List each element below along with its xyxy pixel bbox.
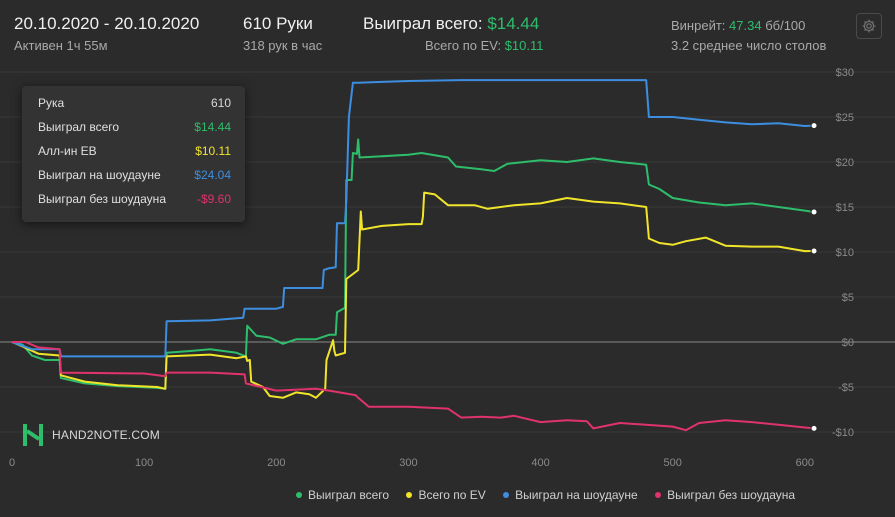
won-total-label: Выиграл всего: [363,14,483,33]
ev-total-label: Всего по EV: [425,38,502,53]
winrate: Винрейт: 47.34 бб/100 [671,18,805,33]
tooltip-label: Алл-ин EB [38,144,97,158]
tooltip-value: $24.04 [194,168,231,182]
won-total-value: $14.44 [487,14,540,33]
y-tick-label: $5 [842,292,854,304]
tooltip-value: 610 [210,96,231,110]
ev-total-value: $10.11 [504,38,544,53]
y-tick-label: $15 [836,202,854,214]
y-tick-label: $10 [836,247,854,259]
legend-label: Всего по EV [418,488,486,502]
legend-item-non-showdown[interactable]: Выиграл без шоудауна [655,488,795,502]
series-end-point [810,208,818,216]
legend-dot [296,491,302,498]
tooltip-value: $10.11 [195,144,231,158]
legend-label: Выиграл без шоудауна [667,488,796,502]
tooltip-label: Рука [38,96,65,110]
x-tick-label: 300 [399,457,417,469]
active-time: Активен 1ч 55м [14,38,108,53]
series-line-non-showdown [12,341,815,432]
x-tick-label: 600 [796,457,814,469]
legend-dot [406,491,413,498]
tooltip-row-hand: Рука 610 [38,96,231,112]
series-end-point [810,424,818,432]
tooltip-label: Выиграл всего [38,120,120,134]
tooltip-row-allin-ev: Алл-ин EB $10.11 [38,144,231,160]
y-tick-label: $0 [842,337,854,349]
legend-label: Выиграл всего [308,488,390,502]
tooltip-row-won-total: Выиграл всего $14.44 [38,120,231,136]
y-tick-label: $25 [836,112,854,124]
won-total: Выиграл всего: $14.44 [363,14,539,34]
x-tick-label: 400 [531,457,549,469]
date-range: 20.10.2020 - 20.10.2020 [14,14,200,33]
winrate-value: 47.34 [729,18,762,33]
series-end-point [810,122,818,130]
tooltip-row-non-showdown: Выиграл без шоудауна -$9.60 [38,192,231,208]
winrate-label: Винрейт: [671,18,726,33]
settings-button[interactable] [856,13,882,39]
y-tick-label: $30 [836,67,854,79]
legend-item-showdown[interactable]: Выиграл на шоудауне [503,488,638,502]
tooltip-label: Выиграл без шоудауна [38,192,166,206]
legend-dot [655,491,662,498]
y-tick-label: $20 [836,157,854,169]
gear-icon [862,19,876,33]
hands-count: 610 Руки [243,14,313,33]
ev-total: Всего по EV: $10.11 [425,38,543,53]
y-tick-label: -$5 [838,382,854,394]
x-tick-label: 500 [663,457,681,469]
x-tick-label: 0 [9,457,15,469]
legend-item-ev-total[interactable]: Всего по EV [406,488,486,502]
hands-per-hour: 318 рук в час [243,38,323,53]
legend-item-won-total[interactable]: Выиграл всего [296,488,389,502]
hand2note-logo-icon [23,424,43,446]
tooltip-label: Выиграл на шоудауне [38,168,161,182]
series-line-ev-total [11,191,815,399]
hand-tooltip: Рука 610 Выиграл всего $14.44 Алл-ин EB … [22,86,245,222]
logo-text: HAND2NOTE.COM [52,428,160,442]
series-end-point [810,247,818,255]
legend-dot [503,491,510,498]
y-tick-label: -$10 [832,427,854,439]
legend-label: Выиграл на шоудауне [515,488,638,502]
x-tick-label: 100 [135,457,153,469]
chart-legend: Выиграл всего Всего по EV Выиграл на шоу… [296,488,809,502]
tooltip-value: $14.44 [194,120,231,134]
hand2note-logo: HAND2NOTE.COM [22,423,160,447]
x-tick-label: 200 [267,457,285,469]
series-line-showdown [11,79,815,358]
tables-avg: 3.2 среднее число столов [671,38,827,53]
tooltip-value: -$9.60 [196,192,231,206]
winrate-unit: бб/100 [765,18,806,33]
tooltip-row-showdown: Выиграл на шоудауне $24.04 [38,168,231,184]
